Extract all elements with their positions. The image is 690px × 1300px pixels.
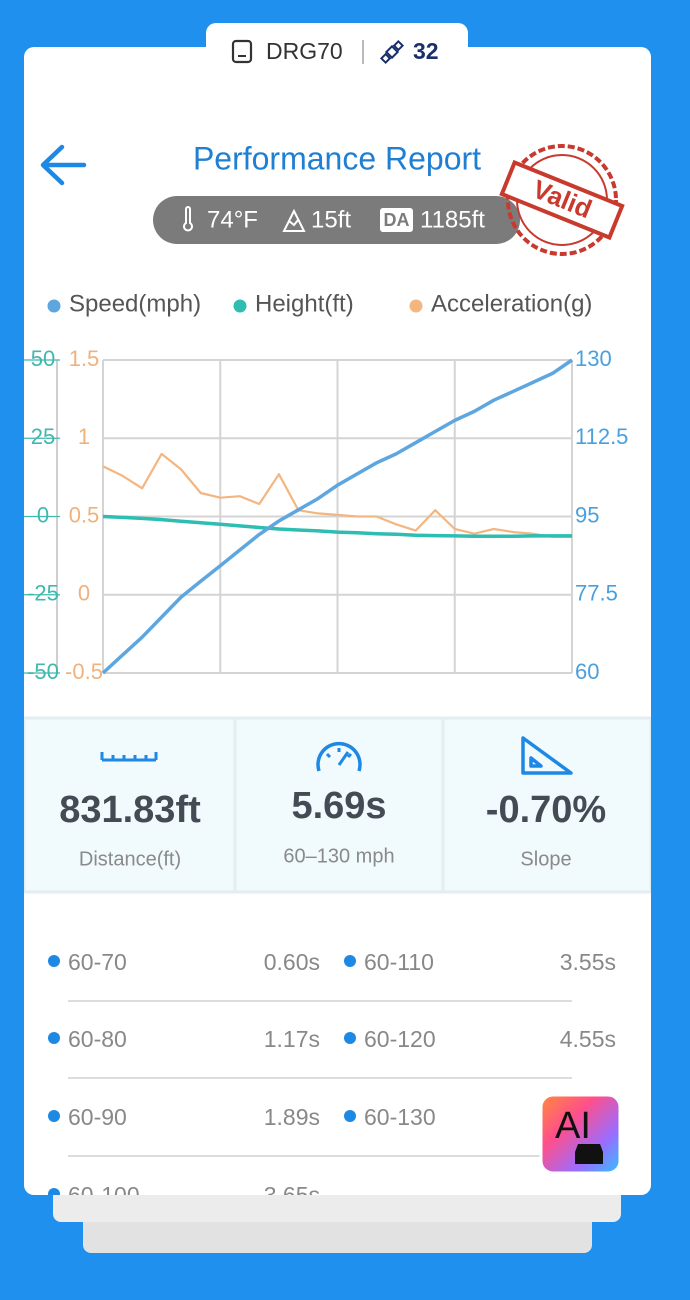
series-line <box>102 514 572 538</box>
split-time: 0.60s <box>264 949 320 975</box>
device-icon <box>231 39 253 64</box>
legend-label: Speed(mph) <box>69 290 201 317</box>
y-tick-label: 1.5 <box>69 346 100 371</box>
series-line <box>101 358 573 675</box>
device-name: DRG70 <box>266 38 343 64</box>
back-button[interactable] <box>40 144 87 186</box>
ai-button-label: AI <box>555 1105 591 1147</box>
stat-label: Distance(ft) <box>79 848 181 870</box>
split-time: 1.89s <box>264 1104 320 1130</box>
y-tick-label: 50 <box>31 346 55 371</box>
split-dot <box>344 1032 356 1044</box>
split-dot <box>344 955 356 967</box>
y-tick-label: 0 <box>37 502 49 527</box>
y-tick-label: -0.5 <box>65 659 103 684</box>
slope-icon <box>521 736 573 775</box>
distance-icon <box>100 752 158 762</box>
da-label: DA <box>384 210 410 230</box>
page-title: Performance Report <box>193 140 481 176</box>
satellite-icon <box>379 39 405 65</box>
stat-value: -0.70% <box>486 789 606 831</box>
split-label: 60-130 <box>364 1104 436 1130</box>
legend-label: Acceleration(g) <box>431 290 592 317</box>
altitude: 15ft <box>311 206 351 233</box>
legend-marker <box>233 299 247 313</box>
y-tick-label: 95 <box>575 502 599 527</box>
ai-button[interactable]: AI <box>539 1093 622 1175</box>
speed-needle <box>325 748 353 766</box>
series-line <box>102 452 572 538</box>
thermometer-icon <box>183 206 193 232</box>
split-dot <box>344 1110 356 1122</box>
split-dot <box>48 1188 60 1195</box>
legend-marker <box>47 299 61 313</box>
y-tick-label: 130 <box>575 346 612 371</box>
y-tick-label: 112.5 <box>575 424 628 449</box>
card-content: Performance Report 74°F 15ft DA 1185ft V… <box>24 140 651 1208</box>
y-tick-label: -50 <box>27 659 59 684</box>
temperature: 74°F <box>207 206 258 233</box>
stat-label: Slope <box>520 848 571 870</box>
split-label: 60-100 <box>68 1182 140 1208</box>
device-pill <box>206 23 468 77</box>
split-time: 3.65s <box>264 1182 320 1208</box>
chart: Speed(mph) Height(ft) Acceleration(g) -50 -2… <box>24 290 628 684</box>
split-dot <box>48 955 60 967</box>
legend-label: Height(ft) <box>255 290 354 317</box>
split-label: 60-110 <box>364 949 434 975</box>
altitude-icon <box>282 208 306 232</box>
car-icon <box>575 1144 603 1164</box>
y-tick-label: 0 <box>78 581 90 606</box>
split-time: 1.17s <box>264 1026 320 1052</box>
stat-value: 831.83ft <box>59 789 201 831</box>
density-altitude: 1185ft <box>420 206 485 233</box>
split-time: 4.55s <box>560 1026 616 1052</box>
stat-value: 5.69s <box>291 785 386 827</box>
da-badge <box>380 208 413 232</box>
conditions-pill <box>153 196 520 244</box>
split-dot <box>48 1032 60 1044</box>
splits-list: 60-70 0.60s 60-110 3.55s 60-80 1.17s 60-120 4.5… <box>48 949 616 1208</box>
split-time: 3.55s <box>560 949 616 975</box>
y-tick-label: 77.5 <box>575 581 618 606</box>
y-tick-label: 0.5 <box>69 502 100 527</box>
split-label: 60-70 <box>68 949 127 975</box>
y-tick-label: 1 <box>78 424 90 449</box>
y-tick-label: -25 <box>27 581 59 606</box>
y-tick-label: 25 <box>31 424 55 449</box>
y-tick-label: 60 <box>575 659 599 684</box>
speed-icon <box>316 741 362 772</box>
stats-panel <box>24 716 651 894</box>
legend-marker <box>409 299 423 313</box>
split-label: 60-90 <box>68 1104 127 1130</box>
split-label: 60-80 <box>68 1026 127 1052</box>
split-dot <box>48 1110 60 1122</box>
satellite-count: 32 <box>413 38 439 64</box>
split-label: 60-120 <box>364 1026 436 1052</box>
stat-label: 60–130 mph <box>283 845 394 867</box>
